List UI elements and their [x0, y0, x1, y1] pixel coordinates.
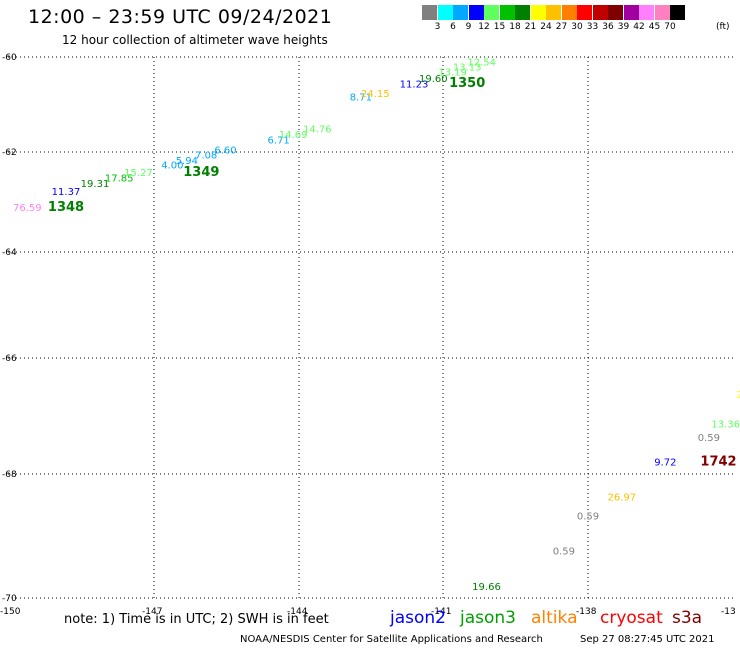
y-tick-label: -70	[2, 594, 17, 604]
data-point-label: 7.08	[195, 151, 217, 162]
data-point-label: 19.66	[472, 582, 501, 593]
data-point-label: 0.59	[577, 512, 599, 523]
legend-swatch	[530, 5, 546, 20]
x-tick-label: -150	[0, 607, 21, 617]
legend-swatch	[577, 5, 592, 20]
data-point-label: 9.72	[654, 457, 676, 468]
footer-note: note: 1) Time is in UTC; 2) SWH is in fe…	[64, 612, 329, 627]
legend-label: 30	[571, 22, 583, 32]
legend-label: 24	[540, 22, 552, 32]
legend-label: 6	[450, 22, 456, 32]
data-point-label: 13.19	[438, 67, 467, 78]
data-point-label: 6.60	[214, 145, 236, 156]
legend-swatch	[515, 5, 530, 20]
y-tick-label: -62	[2, 148, 17, 158]
x-tick-label: -13	[721, 607, 736, 617]
legend-label: 42	[633, 22, 645, 32]
legend-label: 12	[478, 22, 490, 32]
legend-swatch	[484, 5, 499, 20]
credit-line: NOAA/NESDIS Center for Satellite Applica…	[240, 634, 543, 645]
data-point-label: 0.59	[553, 547, 575, 558]
pass-number-label: 1348	[48, 200, 84, 215]
chart-title: 12:00 – 23:59 UTC 09/24/2021	[28, 6, 333, 28]
legend-label: 9	[465, 22, 472, 32]
legend-label: 27	[555, 22, 568, 32]
data-point-label: 13.36	[711, 420, 740, 431]
data-point-label: 8.71	[350, 92, 372, 103]
legend-swatch	[546, 5, 561, 20]
data-point-label: 6.71	[268, 136, 290, 147]
legend-swatch	[453, 5, 468, 20]
x-tick-label: -141	[431, 607, 451, 617]
data-point-label: 5.94	[176, 156, 198, 167]
x-tick-label: -144	[287, 607, 308, 617]
legend-swatch	[422, 5, 437, 20]
legend-swatch	[561, 5, 577, 20]
pass-number-label: 1742	[700, 454, 736, 469]
data-point-label: 0.59	[698, 433, 720, 444]
legend-label: 3	[434, 22, 441, 32]
legend-label: 15	[493, 22, 506, 32]
data-point-label: 15.27	[124, 168, 153, 179]
data-point-label: 4.00	[161, 160, 183, 171]
legend-label: 45	[648, 22, 661, 32]
legend-label: 18	[509, 22, 521, 32]
legend-swatch	[592, 5, 608, 20]
data-point-label: 26.97	[608, 493, 637, 504]
data-point-label: 76.59	[13, 203, 42, 214]
legend-swatch	[468, 5, 484, 20]
data-point-label: 19.31	[81, 179, 110, 190]
data-point-label: 14.76	[303, 125, 332, 136]
data-point-label: 11.23	[400, 79, 429, 90]
pass-number-label: 1350	[449, 76, 485, 91]
timestamp: Sep 27 08:27:45 UTC 2021	[580, 634, 715, 645]
data-point-label: 23	[736, 390, 740, 401]
chart-subtitle: 12 hour collection of altimeter wave hei…	[62, 33, 328, 47]
data-point-label: 24.15	[361, 89, 390, 100]
data-point-label: 19.60	[419, 74, 448, 85]
x-tick-label: -138	[576, 607, 597, 617]
x-tick-label: -147	[142, 607, 162, 617]
legend-swatch	[608, 5, 623, 20]
legend-swatch	[499, 5, 515, 20]
legend-label: 33	[586, 22, 599, 32]
data-point-label: 17.85	[105, 173, 134, 184]
data-point-label: 13.13	[453, 63, 482, 74]
pass-number-label: 1349	[183, 165, 219, 180]
satellite-jason3: jason3	[460, 608, 516, 628]
satellite-altika: altika	[531, 608, 578, 628]
data-point-label: 11.37	[52, 187, 81, 198]
legend-label: 70	[664, 22, 676, 32]
legend-label: 21	[524, 22, 537, 32]
y-tick-label: -60	[2, 53, 17, 63]
legend-label: 36	[602, 22, 614, 32]
legend-swatch	[623, 5, 639, 20]
satellite-s3a: s3a	[672, 608, 703, 628]
data-point-label: 14.69	[279, 130, 308, 141]
legend-swatch	[654, 5, 670, 20]
legend-swatch	[639, 5, 654, 20]
legend-swatch	[670, 5, 685, 20]
legend-unit: (ft)	[716, 22, 730, 32]
y-tick-label: -68	[2, 470, 17, 480]
data-point-label: 12.54	[467, 58, 496, 69]
legend-swatch	[437, 5, 453, 20]
y-tick-label: -66	[2, 354, 17, 364]
satellite-cryosat: cryosat	[600, 608, 663, 628]
satellite-jason2: jason2	[390, 608, 446, 628]
legend-label: 39	[617, 22, 630, 32]
y-tick-label: -64	[2, 248, 17, 258]
